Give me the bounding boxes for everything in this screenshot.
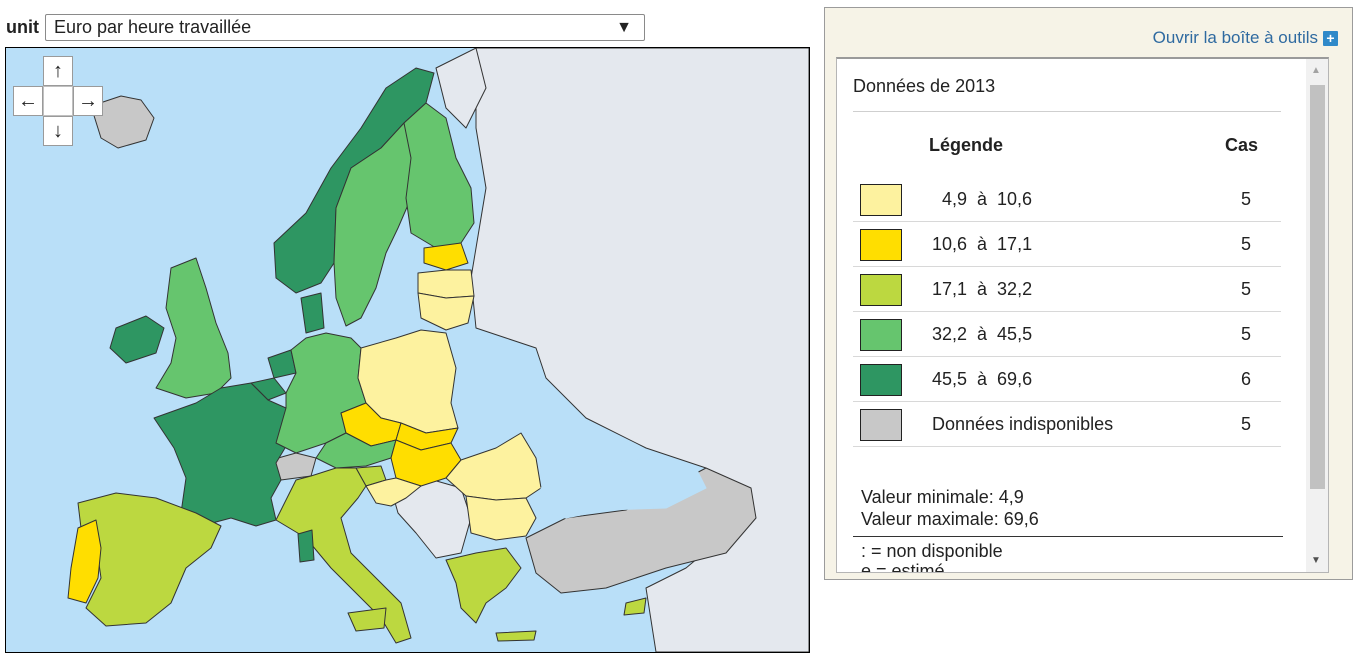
legend-header: Légende [929, 135, 1004, 155]
dropdown-arrow-icon: ▼ [616, 18, 632, 36]
legend-row[interactable]: 4,9 à 10,6 5 [853, 176, 1281, 222]
legend-scrollbar[interactable]: ▲ ▼ [1306, 59, 1328, 572]
iceland [90, 95, 155, 149]
arrow-down-icon: ↓ [53, 120, 63, 142]
legend-row[interactable]: 10,6 à 17,1 5 [853, 221, 1281, 267]
region-cyprus [623, 597, 647, 616]
pan-up-button[interactable]: ↑ [43, 56, 73, 86]
region-latvia [417, 269, 475, 299]
toolbox-link-label: Ouvrir la boîte à outils [1152, 28, 1318, 47]
legend-count: 5 [1241, 324, 1252, 344]
legend-row[interactable]: 17,1 à 32,2 5 [853, 266, 1281, 312]
legend-count: 5 [1241, 189, 1252, 209]
region-lithuania [417, 292, 475, 331]
region-estonia [423, 242, 469, 271]
divider [853, 111, 1281, 112]
pan-center [43, 86, 73, 116]
pan-right-button[interactable]: → [73, 86, 103, 116]
unit-dropdown[interactable]: Euro par heure travaillée ▼ [45, 13, 645, 41]
pan-down-button[interactable]: ↓ [43, 116, 73, 146]
legend-swatch [860, 274, 902, 306]
legend-label: 32,2 à 45,5 [932, 324, 1033, 344]
legend-swatch [860, 184, 902, 216]
region-crete [495, 630, 537, 642]
region-finland [403, 102, 475, 249]
cases-header: Cas [1225, 135, 1259, 155]
arrow-right-icon: → [78, 90, 98, 112]
unit-selected-value: Euro par heure travaillée [54, 16, 252, 37]
legend-swatch [860, 229, 902, 261]
region-ireland [109, 315, 165, 364]
eastern-europe-russia [470, 48, 809, 652]
max-value: Valeur maximale: 69,6 [861, 509, 1039, 529]
legend-label: 4,9 à 10,6 [932, 189, 1033, 209]
legend-count: 5 [1241, 414, 1252, 434]
legend-label: 10,6 à 17,1 [932, 234, 1033, 254]
note-not-available: : = non disponible [861, 541, 1003, 561]
balkans-non-eu [390, 477, 472, 559]
legend-row[interactable]: 45,5 à 69,6 6 [853, 356, 1281, 402]
region-sardinia [297, 529, 315, 563]
region-sweden [333, 122, 417, 327]
legend-count: 6 [1241, 369, 1252, 389]
legend-row[interactable]: 32,2 à 45,5 5 [853, 311, 1281, 357]
scroll-up-icon[interactable]: ▲ [1311, 65, 1321, 76]
region-portugal [67, 519, 102, 604]
turkey [525, 467, 757, 594]
data-year-title: Données de 2013 [853, 76, 996, 96]
map-svg [67, 48, 809, 652]
legend-row[interactable]: Données indisponibles 5 [853, 401, 1281, 447]
region-croatia [365, 477, 422, 507]
legend-swatch [860, 409, 902, 441]
pan-left-button[interactable]: ← [13, 86, 43, 116]
note-estimated: e = estimé [861, 561, 945, 573]
legend-swatch [860, 364, 902, 396]
arrow-left-icon: ← [18, 90, 38, 112]
region-romania [445, 432, 542, 501]
region-united-kingdom [155, 257, 232, 399]
unit-selector-row: unit Euro par heure travaillée ▼ [6, 13, 645, 41]
legend-label: 45,5 à 69,6 [932, 369, 1033, 389]
min-value: Valeur minimale: 4,9 [861, 487, 1024, 507]
norway-north-landmass [435, 48, 487, 129]
legend-count: 5 [1241, 234, 1252, 254]
black-sea [540, 457, 707, 519]
legend-box: Données de 2013 Légende Cas 4,9 à 10,6 5… [836, 57, 1329, 573]
region-denmark [300, 292, 325, 334]
legend-label: 17,1 à 32,2 [932, 279, 1033, 299]
region-sicily [347, 607, 387, 632]
open-toolbox-link[interactable]: Ouvrir la boîte à outils + [1153, 28, 1338, 48]
divider [853, 536, 1283, 537]
legend-swatch [860, 319, 902, 351]
scroll-thumb[interactable] [1310, 85, 1325, 489]
scroll-down-icon[interactable]: ▼ [1311, 555, 1321, 566]
legend-label: Données indisponibles [932, 414, 1114, 434]
region-italy [275, 467, 412, 644]
plus-icon: + [1323, 30, 1338, 46]
legend-panel: Ouvrir la boîte à outils + Données de 20… [824, 7, 1353, 580]
region-bulgaria [465, 495, 537, 541]
europe-map[interactable]: ↑ ← → ↓ [5, 47, 810, 653]
arrow-up-icon: ↑ [53, 60, 63, 82]
region-greece [445, 547, 522, 624]
legend-count: 5 [1241, 279, 1252, 299]
unit-label: unit [6, 16, 39, 37]
